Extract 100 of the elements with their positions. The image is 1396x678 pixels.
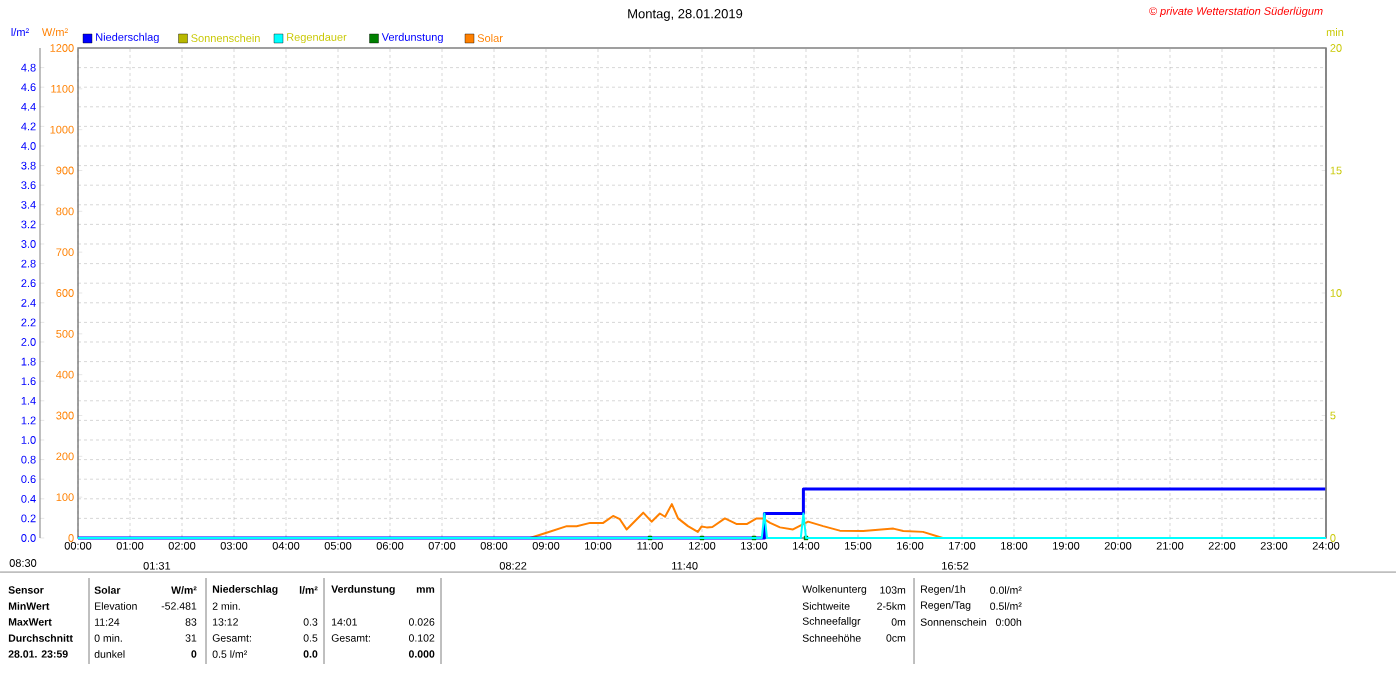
y-tick-label: 600 bbox=[56, 289, 74, 297]
text: 28.01. 23:59 bbox=[8, 650, 68, 658]
text: 0.5l/m² bbox=[990, 602, 1022, 610]
y-axis-title: W/m² bbox=[41, 27, 68, 37]
y-tick-label: 800 bbox=[56, 207, 74, 216]
y-tick-label: 1100 bbox=[51, 84, 74, 93]
x-tick-label: 23:00 bbox=[1260, 541, 1288, 550]
y2-tick-label: 15 bbox=[1330, 166, 1342, 175]
y3-tick-label: 3.8 bbox=[21, 161, 36, 170]
y3-tick-label: 4.0 bbox=[21, 142, 36, 150]
y3-tick-label: 1.4 bbox=[21, 397, 36, 405]
text: 31 bbox=[185, 634, 197, 642]
y3-tick-label: 1.0 bbox=[21, 436, 36, 444]
y-tick-label: 200 bbox=[56, 452, 74, 461]
x-tick-label: 14:00 bbox=[793, 541, 820, 550]
y-tick-label: 400 bbox=[56, 370, 74, 379]
y3-tick-label: 0.0 bbox=[21, 534, 36, 542]
y-tick-label: 1000 bbox=[50, 125, 74, 134]
y3-tick-label: 2.2 bbox=[21, 318, 36, 327]
text: 08:30 bbox=[9, 559, 37, 567]
text: Niederschlag bbox=[212, 585, 278, 595]
text: Sonnenschein bbox=[920, 618, 987, 626]
x-tick-label: 03:00 bbox=[220, 541, 248, 550]
y3-tick-label: 2.0 bbox=[21, 338, 36, 346]
text: 0:00h bbox=[995, 618, 1022, 626]
annotation: 11:40 bbox=[672, 561, 698, 570]
x-tick-label: 01:00 bbox=[116, 541, 144, 550]
legend-label: Verdunstung bbox=[381, 32, 443, 44]
y3-tick-label: 3.2 bbox=[21, 220, 36, 229]
text: Regen/Tag bbox=[921, 601, 971, 611]
legend-label: Sonnenschein bbox=[191, 33, 260, 43]
text: Sichtweite bbox=[802, 602, 850, 610]
x-tick-label: 13:00 bbox=[741, 541, 768, 550]
y2-tick-label: 10 bbox=[1330, 289, 1342, 297]
text: 0.3 bbox=[303, 618, 318, 626]
text: Solar bbox=[94, 586, 121, 594]
y3-tick-label: 1.8 bbox=[21, 357, 36, 366]
text: l/m² bbox=[299, 586, 318, 594]
y3-tick-label: 3.6 bbox=[21, 181, 36, 190]
text: Wolkenunterg bbox=[802, 585, 867, 595]
text: 2-5km bbox=[877, 602, 906, 610]
text: 0cm bbox=[886, 634, 906, 642]
legend-label: Niederschlag bbox=[96, 32, 159, 44]
y3-axis-title: l/m² bbox=[11, 27, 29, 37]
text: Gesamt: bbox=[331, 634, 370, 642]
text: 0.026 bbox=[408, 618, 435, 626]
text: Elevation bbox=[95, 602, 137, 610]
chart-title: Montag, 28.01.2019 bbox=[628, 9, 743, 21]
text: W/m² bbox=[171, 586, 197, 594]
x-tick-label: 00:00 bbox=[64, 541, 92, 550]
y-tick-label: 1200 bbox=[50, 44, 74, 52]
x-tick-label: 05:00 bbox=[324, 541, 352, 550]
y3-tick-label: 1.2 bbox=[21, 416, 36, 425]
y2-axis-title: min bbox=[1326, 28, 1344, 36]
text: 0 bbox=[191, 650, 197, 658]
y3-tick-label: 4.2 bbox=[21, 122, 36, 131]
x-tick-label: 02:00 bbox=[168, 541, 196, 550]
text: Sensor bbox=[8, 586, 44, 594]
x-tick-label: 18:00 bbox=[1001, 541, 1028, 550]
text: 0m bbox=[891, 618, 906, 626]
text: 0.0 bbox=[303, 650, 318, 658]
text: 103m bbox=[880, 586, 906, 594]
x-tick-label: 15:00 bbox=[845, 541, 872, 550]
text: Gesamt: bbox=[212, 634, 251, 642]
x-tick-label: 20:00 bbox=[1104, 541, 1132, 550]
text: Schneefallgr bbox=[802, 617, 861, 627]
legend-label: Regendauer bbox=[287, 32, 347, 44]
x-tick-label: 09:00 bbox=[532, 541, 560, 550]
legend-label: Solar bbox=[477, 33, 503, 43]
x-tick-label: 06:00 bbox=[376, 541, 404, 550]
text: 13:12 bbox=[213, 618, 238, 626]
text: MinWert bbox=[8, 602, 50, 610]
x-tick-label: 04:00 bbox=[272, 541, 300, 550]
text: -52.481 bbox=[161, 602, 197, 610]
text: 11:24 bbox=[95, 618, 120, 626]
annotation: 08:22 bbox=[499, 561, 527, 570]
text: 83 bbox=[185, 618, 197, 626]
y3-tick-label: 4.4 bbox=[21, 103, 36, 111]
y3-tick-label: 2.8 bbox=[21, 259, 36, 268]
x-tick-label: 10:00 bbox=[585, 541, 612, 550]
y3-tick-label: 4.6 bbox=[21, 83, 36, 92]
text: 0.0l/m² bbox=[990, 586, 1022, 594]
x-tick-label: 22:00 bbox=[1208, 541, 1236, 550]
x-tick-label: 19:00 bbox=[1053, 541, 1080, 550]
text: mm bbox=[416, 587, 435, 593]
x-tick-label: 11:00 bbox=[637, 541, 663, 550]
y3-tick-label: 2.4 bbox=[21, 298, 36, 307]
y-tick-label: 700 bbox=[56, 248, 74, 257]
y-tick-label: 100 bbox=[56, 493, 74, 502]
text: Schneehöhe bbox=[802, 634, 861, 642]
annotation: 16:52 bbox=[942, 561, 969, 570]
text: 0.5 l/m² bbox=[212, 650, 247, 658]
y3-tick-label: 2.6 bbox=[21, 279, 36, 288]
y-tick-label: 900 bbox=[56, 166, 74, 175]
y3-tick-label: 3.0 bbox=[21, 240, 36, 248]
text: 0.102 bbox=[408, 634, 435, 642]
x-tick-label: 17:00 bbox=[949, 541, 976, 550]
y3-tick-label: 0.6 bbox=[21, 475, 36, 484]
text: Regen/1h bbox=[921, 585, 966, 595]
text: 0.000 bbox=[408, 650, 435, 658]
